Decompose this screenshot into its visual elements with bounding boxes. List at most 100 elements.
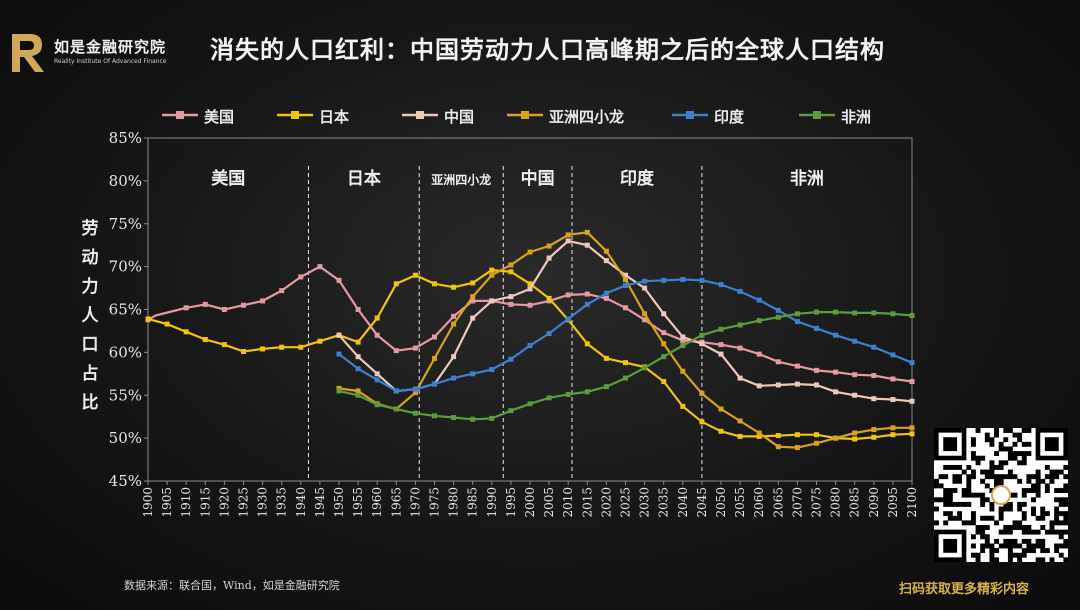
data-point — [756, 383, 762, 389]
data-point — [451, 321, 457, 327]
data-point — [718, 342, 724, 348]
x-tick-label: 2030 — [638, 487, 652, 518]
data-point — [814, 367, 819, 373]
data-point — [699, 419, 705, 425]
data-point — [623, 360, 628, 366]
data-point — [527, 302, 533, 308]
data-point — [470, 298, 476, 304]
data-point — [642, 365, 648, 371]
region-label: 美国 — [211, 168, 245, 189]
x-tick-label: 2035 — [657, 487, 671, 518]
data-point — [508, 269, 514, 275]
data-point — [183, 329, 189, 335]
data-point — [317, 264, 323, 270]
legend-swatch-marker — [416, 111, 424, 119]
data-point — [642, 278, 648, 284]
legend-swatch-marker — [813, 111, 821, 119]
data-point — [451, 354, 457, 360]
data-point — [336, 385, 342, 391]
data-point — [756, 433, 762, 439]
series-line — [338, 311, 913, 421]
data-point — [393, 281, 399, 287]
legend-swatch — [402, 111, 438, 119]
data-point — [833, 389, 839, 395]
data-point — [584, 389, 590, 395]
data-point — [279, 344, 285, 350]
data-point — [202, 337, 208, 343]
x-tick-label: 2005 — [542, 487, 556, 518]
region-label: 印度 — [620, 168, 655, 189]
data-point — [737, 345, 743, 351]
brand-name: 如是金融研究院 — [54, 38, 167, 56]
data-point — [871, 427, 877, 433]
data-point — [680, 368, 686, 374]
data-point — [355, 307, 361, 312]
data-point — [814, 309, 819, 315]
x-tick-label: 2070 — [790, 487, 804, 518]
data-point — [584, 229, 590, 235]
data-point — [661, 341, 667, 347]
data-point — [756, 351, 762, 357]
data-point — [432, 334, 437, 340]
data-point — [909, 360, 915, 366]
legend-label: 中国 — [444, 108, 475, 126]
x-tick-label: 2040 — [676, 487, 690, 518]
x-tick-label: 2065 — [771, 487, 785, 518]
data-point — [890, 432, 896, 438]
data-point — [680, 337, 686, 343]
data-point — [833, 309, 839, 315]
x-tick-label: 1995 — [504, 487, 518, 518]
data-point — [603, 290, 609, 296]
x-tick-label: 1975 — [428, 487, 442, 518]
x-tick-label: 1985 — [466, 487, 480, 518]
data-point — [623, 272, 628, 278]
y-tick-label: 50% — [109, 429, 142, 447]
legend-swatch-marker — [291, 111, 299, 119]
data-point — [336, 388, 342, 394]
data-point — [661, 354, 667, 360]
data-point — [718, 428, 724, 434]
data-point — [508, 356, 514, 362]
data-point — [699, 391, 705, 397]
data-point — [680, 343, 686, 349]
brand-logo: 如是金融研究院 Reality Institute Of Advanced Fi… — [8, 30, 208, 76]
data-point — [794, 381, 800, 387]
data-point — [432, 355, 437, 361]
x-tick-label: 1965 — [389, 487, 403, 518]
data-point — [699, 332, 705, 338]
y-axis-label: 劳动力人口占比 — [78, 215, 102, 418]
x-tick-label: 2045 — [695, 487, 709, 518]
data-point — [737, 375, 743, 381]
x-tick-label: 2080 — [829, 487, 843, 518]
legend-swatch — [672, 111, 708, 119]
data-point — [451, 415, 457, 421]
data-point — [565, 232, 571, 238]
legend-swatch — [799, 111, 835, 119]
data-point — [833, 369, 839, 375]
data-point — [260, 346, 266, 352]
data-point — [355, 388, 361, 394]
x-tick-label: 2085 — [848, 487, 862, 518]
legend-label: 日本 — [319, 108, 350, 126]
data-point — [680, 276, 686, 282]
data-point — [527, 286, 533, 292]
x-tick-label: 2000 — [523, 487, 537, 518]
y-tick-label: 65% — [109, 301, 142, 319]
data-point — [584, 341, 590, 347]
x-tick-label: 2025 — [619, 487, 633, 518]
x-tick-label: 2050 — [714, 487, 728, 518]
data-point — [603, 258, 609, 264]
data-point — [241, 302, 246, 308]
x-tick-label: 2095 — [886, 487, 900, 518]
data-point — [603, 355, 609, 361]
data-point — [374, 332, 380, 338]
data-point — [871, 344, 877, 350]
data-point — [603, 384, 609, 390]
data-point — [852, 392, 858, 398]
data-point — [814, 440, 819, 446]
data-point — [890, 397, 896, 403]
data-point — [699, 341, 705, 347]
data-point — [852, 430, 858, 436]
y-axis-label-char: 比 — [81, 393, 99, 413]
